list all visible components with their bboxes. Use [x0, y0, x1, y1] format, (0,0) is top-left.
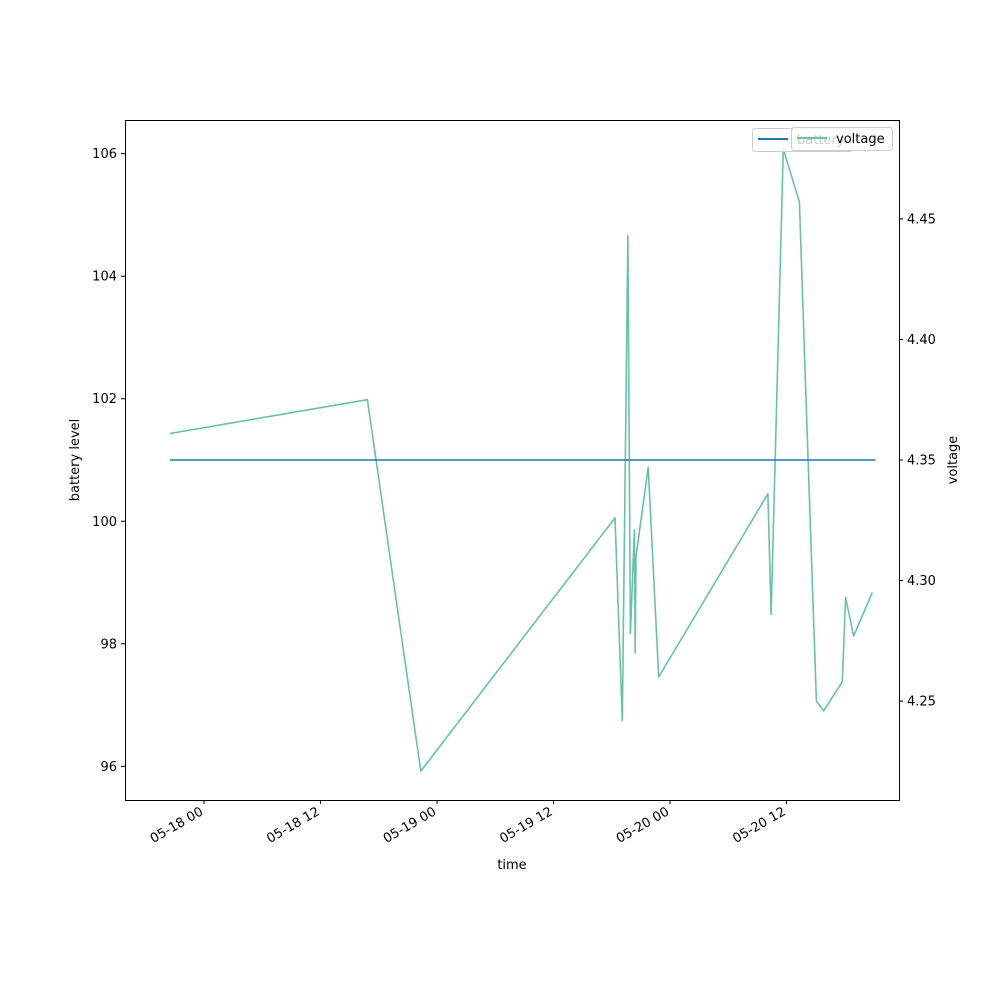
- right-axis-label: voltage: [946, 436, 961, 485]
- right-tick-label-4-3: 4.30: [907, 574, 936, 589]
- legend-voltage-label: voltage: [836, 132, 885, 147]
- left-tick-label-98: 98: [100, 637, 117, 652]
- x-tick-label-05-19-12: 05-19 12: [497, 804, 555, 846]
- right-tick-label-4-25: 4.25: [907, 695, 936, 710]
- x-tick-label-05-18-12: 05-18 12: [264, 804, 322, 846]
- left-tick-label-102: 102: [92, 392, 117, 407]
- left-axis-label: battery level: [68, 419, 83, 502]
- left-tick-label-100: 100: [92, 515, 117, 530]
- left-tick-label-106: 106: [92, 147, 117, 162]
- x-axis-label: time: [497, 858, 526, 873]
- left-tick-label-104: 104: [92, 270, 117, 285]
- right-tick-label-4-45: 4.45: [907, 212, 936, 227]
- x-tick-label-05-20-00: 05-20 00: [614, 804, 672, 846]
- x-tick-label-05-18-00: 05-18 00: [148, 804, 206, 846]
- x-tick-label-05-19-00: 05-19 00: [381, 804, 439, 846]
- series-line-voltage: [169, 148, 874, 772]
- x-tick-label-05-20-12: 05-20 12: [730, 804, 788, 846]
- right-tick-label-4-4: 4.40: [907, 333, 936, 348]
- left-tick-label-96: 96: [100, 760, 117, 775]
- legend-voltage: voltage: [791, 127, 893, 151]
- right-tick-label-4-35: 4.35: [907, 454, 936, 469]
- legend-voltage-box: [791, 127, 893, 151]
